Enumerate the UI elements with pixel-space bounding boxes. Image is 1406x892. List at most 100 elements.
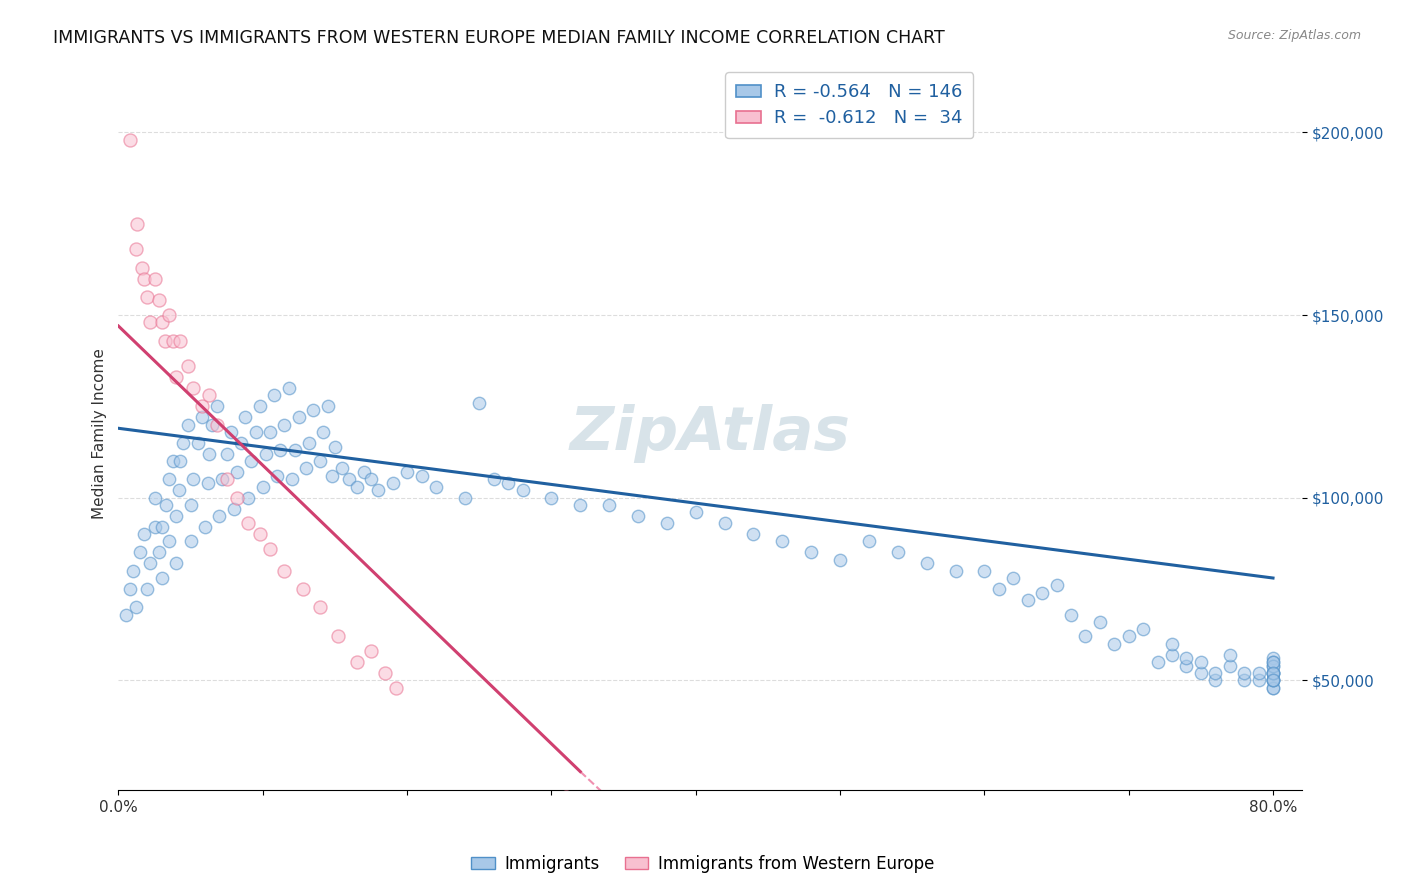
Point — [219, 425, 242, 439]
Point — [273, 564, 295, 578]
Point — [1031, 585, 1053, 599]
Point — [125, 600, 148, 615]
Point — [1002, 571, 1025, 585]
Y-axis label: Median Family Income: Median Family Income — [93, 348, 107, 519]
Point — [225, 491, 247, 505]
Point — [302, 403, 325, 417]
Point — [165, 557, 187, 571]
Point — [235, 410, 257, 425]
Point — [150, 571, 173, 585]
Point — [139, 557, 162, 571]
Point — [283, 443, 305, 458]
Point — [249, 400, 271, 414]
Point — [269, 443, 291, 458]
Point — [114, 607, 136, 622]
Point — [540, 491, 562, 505]
Point — [263, 388, 285, 402]
Point — [1247, 673, 1270, 688]
Point — [118, 133, 141, 147]
Point — [1261, 655, 1284, 669]
Point — [208, 508, 231, 523]
Point — [309, 600, 332, 615]
Point — [973, 564, 995, 578]
Point — [288, 410, 311, 425]
Point — [167, 483, 190, 498]
Point — [346, 480, 368, 494]
Point — [1261, 673, 1284, 688]
Point — [134, 271, 156, 285]
Point — [1233, 673, 1256, 688]
Point — [312, 425, 335, 439]
Point — [191, 400, 214, 414]
Point — [238, 491, 260, 505]
Text: IMMIGRANTS VS IMMIGRANTS FROM WESTERN EUROPE MEDIAN FAMILY INCOME CORRELATION CH: IMMIGRANTS VS IMMIGRANTS FROM WESTERN EU… — [53, 29, 945, 46]
Point — [468, 395, 491, 409]
Point — [316, 400, 339, 414]
Point — [292, 582, 315, 596]
Point — [177, 359, 200, 374]
Point — [222, 501, 245, 516]
Point — [1189, 665, 1212, 680]
Point — [259, 541, 281, 556]
Point — [323, 440, 346, 454]
Point — [245, 425, 267, 439]
Point — [1045, 578, 1067, 592]
Point — [598, 498, 620, 512]
Point — [655, 516, 678, 531]
Point — [1247, 665, 1270, 680]
Point — [266, 468, 288, 483]
Text: Source: ZipAtlas.com: Source: ZipAtlas.com — [1227, 29, 1361, 42]
Point — [125, 243, 148, 257]
Point — [205, 417, 228, 432]
Point — [1233, 665, 1256, 680]
Point — [742, 527, 765, 541]
Point — [1261, 658, 1284, 673]
Point — [1261, 651, 1284, 665]
Point — [1261, 665, 1284, 680]
Point — [134, 527, 156, 541]
Point — [1204, 665, 1226, 680]
Point — [150, 315, 173, 329]
Point — [627, 508, 650, 523]
Point — [153, 334, 176, 348]
Point — [381, 476, 404, 491]
Point — [148, 545, 170, 559]
Point — [136, 290, 159, 304]
Point — [198, 447, 221, 461]
Point — [165, 370, 187, 384]
Point — [1261, 673, 1284, 688]
Point — [828, 553, 851, 567]
Point — [454, 491, 477, 505]
Point — [800, 545, 823, 559]
Text: ZipAtlas: ZipAtlas — [569, 404, 851, 463]
Point — [858, 534, 880, 549]
Point — [169, 454, 191, 468]
Point — [1146, 655, 1168, 669]
Point — [1175, 658, 1198, 673]
Point — [215, 472, 238, 486]
Point — [1261, 665, 1284, 680]
Point — [259, 425, 281, 439]
Point — [496, 476, 519, 491]
Point — [118, 582, 141, 596]
Point — [685, 505, 707, 519]
Point — [169, 334, 191, 348]
Point — [411, 468, 433, 483]
Point — [915, 557, 938, 571]
Point — [1261, 681, 1284, 695]
Point — [1189, 655, 1212, 669]
Point — [1261, 655, 1284, 669]
Point — [136, 582, 159, 596]
Point — [229, 436, 252, 450]
Point — [360, 644, 382, 658]
Point — [139, 315, 162, 329]
Point — [194, 520, 217, 534]
Point — [143, 271, 166, 285]
Point — [353, 465, 375, 479]
Point — [374, 665, 396, 680]
Point — [554, 790, 576, 805]
Point — [127, 217, 149, 231]
Point — [326, 630, 349, 644]
Point — [180, 498, 202, 512]
Point — [180, 534, 202, 549]
